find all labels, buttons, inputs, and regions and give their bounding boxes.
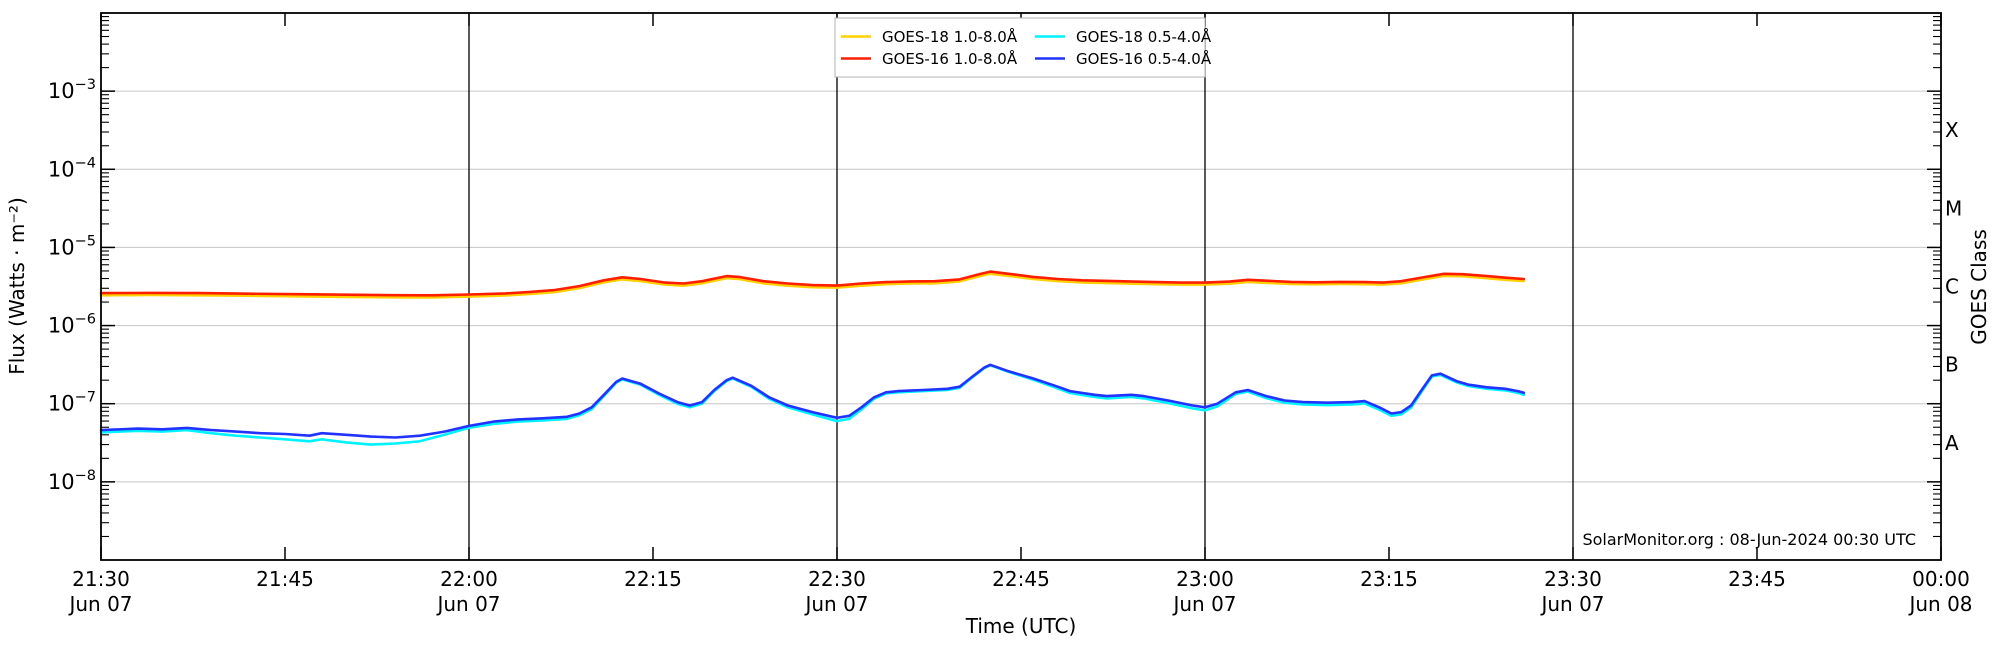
x-tick-label: 22:30 [808, 567, 866, 591]
legend-label: GOES-16 1.0-8.0Å [882, 49, 1018, 68]
goes-class-label-A: A [1945, 431, 1959, 455]
y-tick-label: 10−6 [48, 312, 96, 338]
y-axis-title-right: GOES Class [1967, 229, 1991, 345]
x-axis-title: Time (UTC) [965, 614, 1077, 638]
series-line-goes-18-1-0-8-0- [99, 272, 1526, 299]
series-line-goes-16-1-0-8-0- [99, 270, 1526, 297]
y-tick-label: 10−8 [48, 468, 96, 494]
x-tick-label: 23:30 [1544, 567, 1602, 591]
series-line-goes-16-0-5-4-0- [99, 363, 1526, 439]
x-tick-label: 22:15 [624, 567, 682, 591]
plot-frame-group [100, 12, 1942, 561]
y-axis-ticks: 10−3 10−4 10−5 10−6 10−7 10−8 [48, 77, 1941, 494]
goes-class-label-M: M [1945, 196, 1962, 220]
x-tick-label: 21:45 [256, 567, 314, 591]
y-axis-title-left: Flux (Watts · m⁻²) [5, 197, 29, 375]
x-tick-date-label: Jun 08 [1907, 592, 1972, 616]
legend: GOES-18 1.0-8.0Å GOES-16 1.0-8.0Å GOES-18 … [834, 17, 1212, 78]
goes-class-label-B: B [1945, 353, 1959, 377]
x-tick-label: 23:45 [1728, 567, 1786, 591]
y-tick-label: 10−3 [48, 77, 96, 103]
x-tick-label: 22:00 [440, 567, 498, 591]
x-tick-label: 23:15 [1360, 567, 1418, 591]
goes-class-label-X: X [1945, 118, 1959, 142]
x-tick-date-label: Jun 07 [1539, 592, 1604, 616]
x-tick-label: 23:00 [1176, 567, 1234, 591]
y-tick-label: 10−4 [48, 155, 96, 181]
x-tick-date-label: Jun 07 [435, 592, 500, 616]
x-tick-label: 22:45 [992, 567, 1050, 591]
y-minor-ticks [101, 16, 1941, 538]
goes-class-label-C: C [1945, 275, 1959, 299]
y-tick-label: 10−7 [48, 390, 96, 416]
x-tick-label: 21:30 [72, 567, 130, 591]
data-series [99, 270, 1526, 446]
y-tick-label: 10−5 [48, 233, 96, 259]
x-tick-date-label: Jun 07 [803, 592, 868, 616]
goes-class-labels: X M C B A [1945, 118, 1962, 455]
legend-box [834, 17, 1206, 78]
legend-label: GOES-18 1.0-8.0Å [882, 27, 1018, 46]
x-tick-date-label: Jun 07 [67, 592, 132, 616]
x-tick-date-label: Jun 07 [1171, 592, 1236, 616]
credit-annotation: SolarMonitor.org : 08-Jun-2024 00:30 UTC [1582, 530, 1916, 549]
series-line-goes-18-0-5-4-0- [99, 363, 1526, 446]
plot-frame [100, 12, 1942, 561]
halfhour-lines [468, 13, 1574, 560]
legend-label: GOES-18 0.5-4.0Å [1076, 27, 1212, 46]
y-gridlines [101, 90, 1941, 483]
x-tick-label: 00:00 [1912, 567, 1970, 591]
legend-label: GOES-16 0.5-4.0Å [1076, 49, 1212, 68]
